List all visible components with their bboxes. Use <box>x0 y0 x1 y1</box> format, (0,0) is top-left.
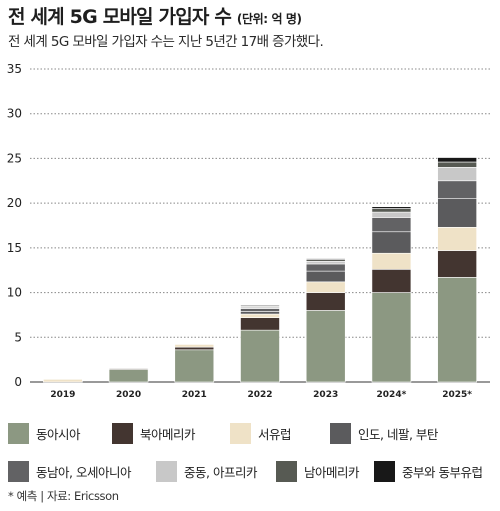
bar-segment <box>371 208 412 213</box>
bar-segment <box>240 311 280 315</box>
legend-swatch <box>8 422 29 444</box>
bar-segment <box>371 269 412 293</box>
footnote-source: * 예측 | 자료: Ericsson <box>8 489 119 503</box>
legend-label: 동아시아 <box>36 426 81 442</box>
chart-title: 전 세계 5G 모바일 가입자 수 (단위: 억 명) <box>8 2 302 29</box>
y-tick-label: 10 <box>7 286 22 300</box>
bar-segment <box>240 329 280 383</box>
bar-stack-2025 <box>437 157 477 383</box>
bar-segment <box>174 344 215 348</box>
legend-label: 중부와 동부유럽 <box>402 464 483 480</box>
legend-label: 남아메리카 <box>304 464 360 480</box>
legend-label: 서유럽 <box>258 426 292 442</box>
y-tick-label: 20 <box>7 196 22 210</box>
bar-segment <box>371 292 412 383</box>
x-tick-label: 2023 <box>313 390 338 400</box>
bar-segment <box>305 260 346 265</box>
bar-segment <box>437 157 477 163</box>
bar-segment <box>305 310 346 383</box>
y-tick-label: 25 <box>7 151 22 165</box>
x-tick-label: 2024* <box>377 390 407 400</box>
legend-swatch <box>276 460 297 482</box>
bar-segment <box>371 217 412 233</box>
bar-segment <box>43 379 83 383</box>
legend-item-south-america: 남아메리카 <box>276 460 374 482</box>
bar-stack-2022 <box>240 304 280 383</box>
legend-swatch <box>156 460 177 482</box>
x-tick-label: 2025* <box>442 390 472 400</box>
legend-swatch <box>8 460 29 482</box>
x-tick-label: 2022 <box>247 390 272 400</box>
title-text: 전 세계 5G 모바일 가입자 수 <box>8 6 232 28</box>
stacked-bar-chart: 0 5 10 15 20 25 30 35 2019 2020 2021 2022 2023 2024*… <box>7 62 490 400</box>
legend-row-1: 동아시아 북아메리카 서유럽 인도, 네팔, 부탄 <box>8 414 496 452</box>
bar-stack-2019 <box>43 379 83 383</box>
legend: 동아시아 북아메리카 서유럽 인도, 네팔, 부탄 동남아, 오세아니아 중동,… <box>8 414 496 490</box>
bar-segment <box>240 308 280 312</box>
legend-item-middle-east-africa: 중동, 아프리카 <box>156 460 276 482</box>
y-axis-ticks: 0 5 10 15 20 25 30 35 <box>7 62 22 389</box>
y-tick-label: 5 <box>14 330 22 344</box>
bar-segment <box>108 368 149 370</box>
legend-label: 동남아, 오세아니아 <box>36 464 131 480</box>
bar-segment <box>305 258 346 260</box>
y-tick-label: 35 <box>7 62 22 76</box>
legend-swatch <box>112 422 133 444</box>
bar-segment <box>437 198 477 228</box>
x-tick-label: 2021 <box>182 390 207 400</box>
x-tick-label: 2020 <box>116 390 141 400</box>
bar-segment <box>174 346 215 351</box>
bar-segment <box>305 292 346 311</box>
bar-segment <box>240 317 280 331</box>
x-tick-label: 2019 <box>50 390 75 400</box>
bar-segment <box>371 211 412 218</box>
legend-label: 중동, 아프리카 <box>184 464 257 480</box>
legend-label: 인도, 네팔, 부탄 <box>358 426 438 442</box>
bars <box>43 157 477 383</box>
bar-segment <box>108 369 149 383</box>
y-tick-label: 0 <box>14 375 22 389</box>
bar-stack-2021 <box>174 344 215 383</box>
bar-segment <box>240 313 280 318</box>
bar-segment <box>437 180 477 199</box>
legend-swatch <box>374 460 395 482</box>
bar-segment <box>437 250 477 278</box>
bar-stack-2020 <box>108 368 149 383</box>
bar-segment <box>437 161 477 168</box>
legend-swatch <box>230 422 251 444</box>
bar-segment <box>305 281 346 293</box>
legend-item-southeast-asia-oceania: 동남아, 오세아니아 <box>8 460 156 482</box>
y-tick-label: 15 <box>7 241 22 255</box>
bar-segment <box>371 206 412 209</box>
legend-item-western-europe: 서유럽 <box>230 422 330 444</box>
y-tick-label: 30 <box>7 107 22 121</box>
unit-label: (단위: 억 명) <box>236 12 302 26</box>
bar-stack-2024 <box>371 206 412 383</box>
legend-item-india-nepal-bhutan: 인도, 네팔, 부탄 <box>330 422 438 444</box>
bar-segment <box>371 252 412 270</box>
legend-item-central-eastern-europe: 중부와 동부유럽 <box>374 460 483 482</box>
bar-segment <box>437 167 477 182</box>
bar-segment <box>437 226 477 251</box>
legend-label: 북아메리카 <box>140 426 196 442</box>
legend-row-2: 동남아, 오세아니아 중동, 아프리카 남아메리카 중부와 동부유럽 <box>8 452 496 490</box>
chart-subtitle: 전 세계 5G 모바일 가입자 수는 지난 5년간 17배 증가했다. <box>8 34 324 50</box>
legend-swatch <box>330 422 351 444</box>
bar-segment <box>437 277 477 383</box>
legend-item-north-america: 북아메리카 <box>112 422 230 444</box>
bar-stack-2023 <box>305 258 346 383</box>
bar-segment <box>174 349 215 383</box>
bar-segment <box>305 263 346 272</box>
bar-segment <box>240 304 280 307</box>
bar-segment <box>305 270 346 283</box>
x-axis-ticks: 2019 2020 2021 2022 2023 2024* 2025* <box>50 390 472 400</box>
bar-segment <box>371 231 412 254</box>
legend-item-east-asia: 동아시아 <box>8 422 112 444</box>
